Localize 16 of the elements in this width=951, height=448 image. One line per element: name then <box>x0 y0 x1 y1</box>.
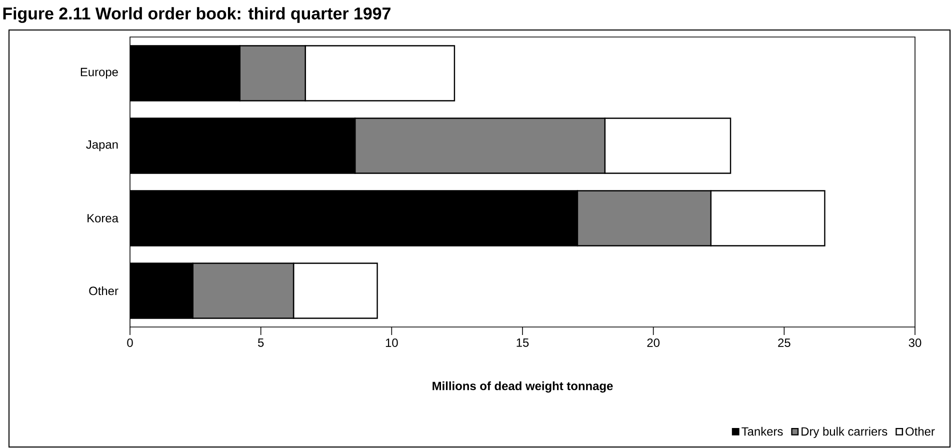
x-tick-label: 10 <box>386 338 398 347</box>
chart-title: Figure 2.11 World order book: third quarter 1997 <box>3 7 390 23</box>
legend-label: Tankers <box>742 426 783 436</box>
x-tick-label: 15 <box>516 338 529 347</box>
x-axis-title: Millions of dead weight tonnage <box>432 381 613 393</box>
y-tick-label: Other <box>89 286 118 296</box>
x-tick-label: 30 <box>908 338 922 347</box>
y-tick-label: Korea <box>88 214 118 222</box>
y-tick-label: Europe <box>80 68 118 79</box>
x-tick-label: 25 <box>778 338 790 347</box>
legend-label: Dry bulk carriers <box>802 426 888 438</box>
x-tick-label: 5 <box>258 338 264 347</box>
y-tick-label: Japan <box>86 140 118 152</box>
x-tick-label: 0 <box>127 338 133 347</box>
legend-label: Other <box>906 426 935 436</box>
x-tick-label: 20 <box>647 338 660 347</box>
